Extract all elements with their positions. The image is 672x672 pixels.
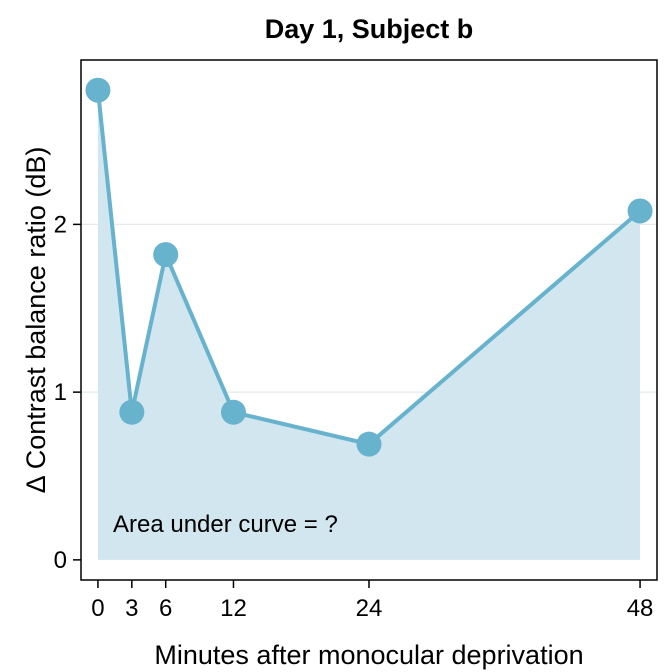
x-tick-label-5: 48: [627, 595, 654, 622]
y-tick-label-2: 2: [54, 211, 67, 238]
area-under-curve: [97, 90, 641, 560]
series-line: [95, 89, 642, 447]
x-tick-label-2: 6: [159, 595, 172, 622]
x-tick-label-3: 12: [220, 595, 247, 622]
area-annotation: Area under curve = ?: [113, 511, 338, 538]
data-point-4: [356, 431, 382, 457]
chart-title: Day 1, Subject b: [265, 14, 474, 44]
x-tick-label-1: 3: [125, 595, 138, 622]
x-tick-label-0: 0: [91, 595, 104, 622]
y-tick-label-0: 0: [54, 547, 67, 574]
x-tick-label-4: 24: [356, 595, 383, 622]
y-axis-ticks: 0 1 2: [54, 211, 81, 574]
data-point-0: [85, 77, 111, 103]
data-point-5: [627, 198, 653, 224]
data-point-2: [153, 242, 179, 268]
data-points: [85, 77, 653, 457]
x-axis-label: Minutes after monocular deprivation: [154, 640, 583, 670]
x-axis-ticks: 0 3 6 12 24 48: [91, 580, 653, 622]
y-tick-label-1: 1: [54, 379, 67, 406]
data-point-1: [119, 399, 145, 425]
data-point-3: [220, 399, 246, 425]
y-axis-label: Δ Contrast balance ratio (dB): [21, 147, 51, 494]
